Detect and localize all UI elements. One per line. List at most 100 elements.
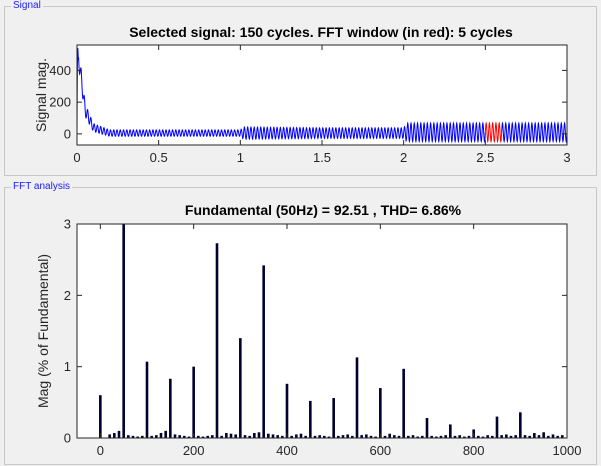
signal-axes: 0 0.5 1 1.5 2 2.5 3 0 200 400 Selected signal: 15… <box>33 24 571 165</box>
fft-bar <box>561 435 564 438</box>
fft-bar <box>206 435 209 438</box>
fft-bar <box>547 435 550 438</box>
fft-bar <box>481 436 485 438</box>
fft-bar <box>327 436 331 438</box>
signal-x-tick-label: 1.5 <box>313 150 331 165</box>
fft-bar <box>211 435 214 438</box>
fft-bar <box>309 400 312 438</box>
fft-bar <box>435 436 438 438</box>
fft-bar <box>131 435 135 438</box>
signal-chart-title: Selected signal: 150 cycles. FFT window … <box>129 24 513 40</box>
fft-bar <box>197 435 200 438</box>
fft-bar <box>290 435 293 438</box>
fft-bar <box>201 436 205 438</box>
signal-x-tick-label: 0.5 <box>150 150 168 165</box>
fft-bar <box>542 432 545 438</box>
fft-x-tick-label: 200 <box>183 443 205 458</box>
fft-bar <box>430 435 433 438</box>
fft-bar <box>341 435 345 438</box>
fft-bar <box>243 435 247 438</box>
fft-bar <box>169 378 172 438</box>
fft-bar <box>150 435 153 438</box>
fft-bar <box>533 433 536 438</box>
fft-bar <box>393 435 396 438</box>
fft-bar <box>313 435 317 438</box>
signal-plot <box>76 48 568 144</box>
fft-bar <box>411 435 415 438</box>
fft-bar <box>276 435 279 438</box>
signal-x-tick-label: 3 <box>563 150 570 165</box>
fft-bar <box>374 436 377 438</box>
fft-plot-area <box>77 224 567 438</box>
fft-bar <box>108 434 111 438</box>
fft-bar <box>127 435 130 438</box>
signal-x-tick-label: 1 <box>237 150 244 165</box>
fft-bar <box>388 433 391 438</box>
fft-bar <box>323 435 326 438</box>
fft-bar <box>477 435 480 438</box>
fft-bar <box>537 435 541 438</box>
fft-bar <box>458 435 461 438</box>
fft-bar <box>318 435 321 438</box>
fft-bar <box>449 424 452 438</box>
fft-bar <box>159 433 163 438</box>
fft-bar <box>257 432 261 438</box>
fft-axes: 0 200 400 600 800 1000 0 1 2 3 Fundamental (50Hz)… <box>35 202 581 458</box>
fft-bar <box>402 368 405 438</box>
fft-bar <box>225 433 228 438</box>
fft-bar <box>519 412 522 438</box>
fft-bar <box>360 435 363 438</box>
fft-bar <box>281 435 284 438</box>
fft-bar <box>346 434 349 438</box>
fft-bar <box>253 433 256 438</box>
fft-bar <box>453 435 457 438</box>
fft-bar <box>229 433 233 438</box>
fft-bar <box>262 265 265 438</box>
fft-bar <box>425 418 429 438</box>
fft-bar <box>500 435 503 438</box>
fft-bar <box>505 434 508 438</box>
signal-trace-tail <box>501 121 568 144</box>
signal-x-tick-label: 2.5 <box>476 150 494 165</box>
fft-plot <box>99 224 564 438</box>
signal-panel <box>4 6 597 176</box>
fft-bar <box>556 435 559 438</box>
fft-bar <box>248 435 251 438</box>
fft-bar <box>299 433 303 438</box>
signal-y-tick-label: 400 <box>49 63 71 78</box>
fft-bar <box>337 435 340 438</box>
fft-y-tick-label: 0 <box>64 431 71 446</box>
fft-bar <box>467 435 471 438</box>
fft-bar <box>187 436 191 438</box>
signal-x-tick-label: 2 <box>400 150 407 165</box>
fft-y-axis-label: Mag (% of Fundamental) <box>35 254 51 408</box>
signal-panel-title: Signal <box>11 0 43 11</box>
fft-bar <box>397 435 401 438</box>
fft-y-tick-label: 2 <box>64 288 71 303</box>
fft-bar <box>551 434 555 438</box>
fft-x-tick-label: 1000 <box>553 443 582 458</box>
fft-axes-frame <box>76 223 568 439</box>
fft-bar <box>234 434 237 438</box>
fft-bar <box>192 366 195 438</box>
fft-x-tick-label: 0 <box>97 443 104 458</box>
fft-bar <box>355 357 359 438</box>
fft-bar <box>379 388 382 438</box>
fft-bar <box>491 435 494 438</box>
fft-bar <box>173 434 177 438</box>
fft-bar <box>295 434 298 438</box>
fft-bar <box>285 383 289 438</box>
fft-bar <box>239 338 242 438</box>
signal-trace <box>76 48 486 144</box>
fft-bar <box>215 243 219 438</box>
fft-bar <box>365 434 368 438</box>
fft-bar <box>271 434 275 438</box>
fft-bar <box>183 435 186 438</box>
fft-bar <box>369 435 373 438</box>
fft-bar <box>178 435 181 438</box>
signal-ticks: 0 0.5 1 1.5 2 2.5 3 0 200 400 <box>49 45 571 165</box>
fft-bar <box>141 435 144 438</box>
fft-bar <box>164 430 167 438</box>
signal-y-tick-label: 0 <box>64 126 71 141</box>
fft-bar <box>267 433 270 438</box>
